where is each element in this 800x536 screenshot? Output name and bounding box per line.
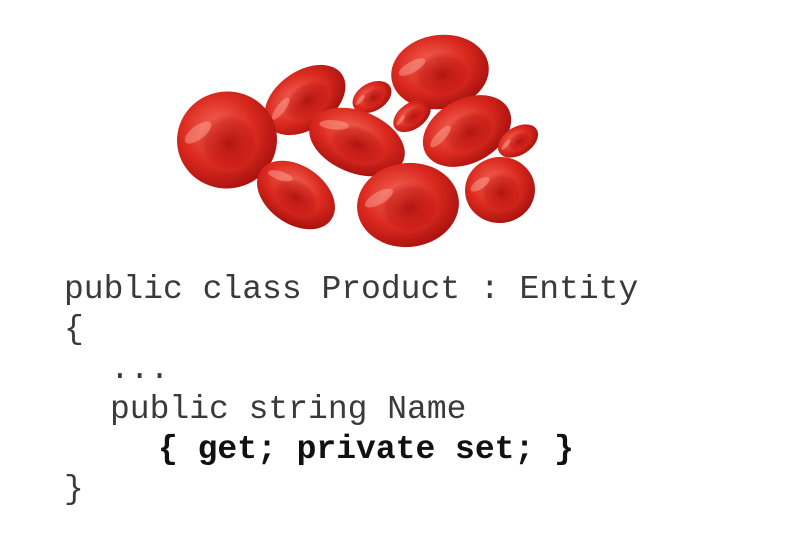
code-line-property-declaration: public string Name	[110, 391, 467, 428]
code-line-class-declaration: public class Product : Entity	[64, 271, 639, 308]
code-snippet: public class Product : Entity{... public …	[64, 270, 638, 510]
red-blood-cells-illustration	[170, 28, 545, 253]
code-line-open-brace: {	[64, 311, 84, 348]
code-line-accessors: { get; private set; }	[158, 431, 574, 468]
code-line-ellipsis: ...	[110, 351, 170, 388]
code-line-close-brace: }	[64, 471, 84, 508]
blood-cell	[461, 153, 539, 227]
